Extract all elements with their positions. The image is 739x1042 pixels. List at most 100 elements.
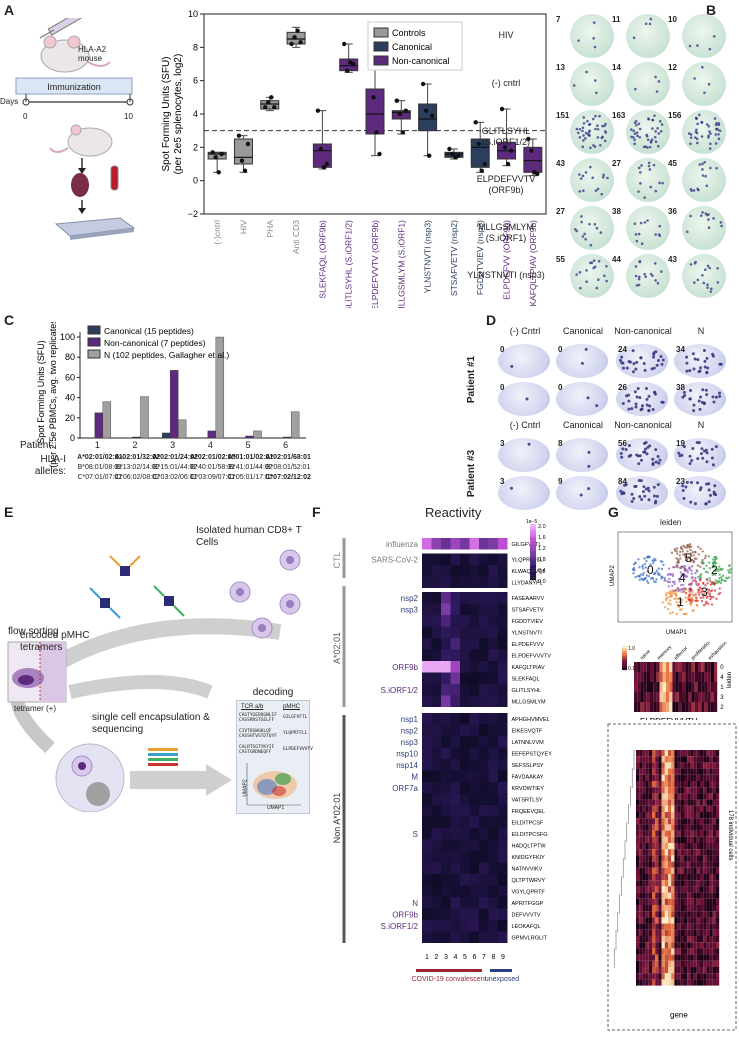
heatmap-cell	[639, 843, 643, 850]
y-tick-label: 8	[193, 42, 198, 52]
heatmap-cell	[680, 824, 684, 831]
heatmap-cell	[668, 750, 672, 757]
colorbar-tick: 0.8	[538, 557, 546, 563]
heatmap-cell	[642, 923, 646, 930]
heatmap-cell	[703, 774, 707, 781]
heatmap-cell	[671, 948, 675, 955]
spot	[696, 481, 700, 485]
heatmap-cell	[422, 724, 432, 736]
heatmap-cell	[498, 908, 508, 920]
heatmap-cell	[677, 898, 681, 905]
heatmap-cell	[661, 855, 665, 862]
spot	[587, 487, 591, 491]
spot	[579, 493, 583, 497]
spot	[627, 407, 631, 411]
heatmap-cell	[661, 849, 665, 856]
heatmap-cell	[709, 836, 713, 843]
spot	[599, 143, 602, 147]
spot	[637, 166, 641, 170]
umap-cell	[653, 572, 657, 575]
heatmap-cell	[648, 750, 652, 757]
heatmap-cell	[680, 942, 684, 949]
heatmap-cell	[431, 695, 441, 707]
heatmap-cell	[661, 979, 665, 986]
heatmap-cell	[690, 762, 694, 769]
umap-cell	[705, 596, 709, 599]
heatmap-cell	[693, 849, 697, 856]
heatmap-cell	[709, 867, 713, 874]
umap-cell	[711, 573, 715, 577]
heatmap-cell	[488, 615, 498, 627]
heatmap-cell	[636, 948, 640, 955]
heatmap-cell	[636, 824, 640, 831]
heatmap-cell	[680, 855, 684, 862]
heatmap-cell	[716, 898, 720, 905]
umap-cell	[710, 595, 713, 599]
umap-cell	[645, 579, 649, 583]
spot-count: 0	[558, 383, 563, 392]
umap-cell	[686, 550, 689, 553]
heatmap-cell	[639, 824, 643, 831]
heatmap-cell	[668, 768, 672, 775]
heatmap-cell	[709, 967, 713, 974]
spot	[637, 462, 641, 466]
heatmap-cell	[441, 931, 451, 943]
heatmap-cell	[634, 682, 638, 692]
heatmap-cell	[687, 855, 691, 862]
heatmap-cell	[498, 816, 508, 828]
heatmap-cell	[431, 805, 441, 817]
heatmap-cell	[687, 917, 691, 924]
umap-cell	[667, 607, 670, 611]
heatmap-cell	[450, 724, 460, 736]
y-axis-label: Spot Forming Units (SFU)	[36, 340, 46, 444]
heatmap-cell	[680, 979, 684, 986]
heatmap-cell	[655, 923, 659, 930]
peptide-label: EILDITPCSFG	[512, 832, 548, 838]
heatmap-cell	[469, 747, 479, 759]
spot	[651, 118, 654, 122]
heatmap-cell	[687, 843, 691, 850]
heatmap-cell	[703, 923, 707, 930]
reactivity-heatmap: GILGFVFTLYLQPRTFLLKLWAQCVQLLLYDANYFLFASE…	[332, 519, 552, 983]
heatmap-cell	[680, 898, 684, 905]
column-label: 4	[454, 954, 458, 961]
umap-cell	[697, 591, 700, 594]
heatmap-cell	[672, 672, 676, 682]
spot	[646, 219, 649, 222]
spot	[715, 121, 719, 125]
heatmap-cell	[716, 793, 720, 800]
heatmap-cell	[716, 830, 720, 837]
well-spots	[572, 70, 598, 95]
heatmap-cell	[488, 862, 498, 874]
umap-cell	[671, 573, 675, 576]
spot	[629, 453, 633, 457]
heatmap-cell	[703, 787, 707, 794]
heatmap-cell	[668, 911, 672, 918]
heatmap-cell	[658, 967, 662, 974]
heatmap-cell	[650, 662, 654, 672]
well-spots	[681, 480, 718, 506]
heatmap-cell	[645, 898, 649, 905]
peptide-label: QLTPTWRVY	[512, 878, 546, 884]
heatmap-cell	[700, 948, 704, 955]
panel-letter-d: D	[486, 312, 497, 328]
heatmap-cell	[706, 799, 710, 806]
spot	[625, 366, 629, 370]
heatmap-cell	[687, 818, 691, 825]
heatmap-cell	[709, 781, 713, 788]
heatmap-cell	[636, 917, 640, 924]
heatmap-cell	[668, 849, 672, 856]
spot-count: 9	[558, 477, 563, 486]
heatmap-cell	[661, 886, 665, 893]
heatmap-cell	[671, 781, 675, 788]
heatmap-cell	[422, 713, 432, 725]
heatmap-cell	[693, 861, 697, 868]
spot	[602, 173, 605, 177]
heatmap-cell	[645, 824, 649, 831]
umap-cell	[714, 573, 717, 576]
spot	[701, 162, 704, 166]
spot	[581, 174, 585, 178]
heatmap-cell	[680, 762, 684, 769]
spot	[656, 455, 660, 459]
heatmap-cell	[703, 812, 707, 819]
